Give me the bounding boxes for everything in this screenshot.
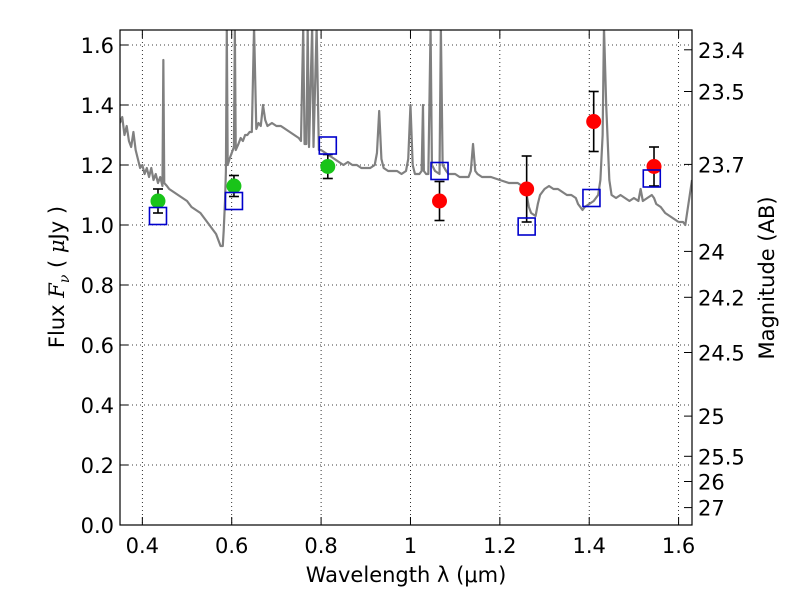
- y-axis-label-right: Magnitude (AB): [755, 196, 779, 359]
- y-tick-label: 0.2: [81, 454, 114, 478]
- observed-optical-point: [320, 159, 336, 174]
- x-tick-label: 0.6: [215, 534, 248, 558]
- magnitude-tick-label: 25: [698, 405, 725, 429]
- y-tick-label: 1.4: [81, 94, 114, 118]
- x-tick-label: 1: [404, 534, 417, 558]
- x-axis-label: Wavelength λ (μm): [306, 563, 507, 587]
- observed-nearir-point: [586, 114, 602, 129]
- y-tick-label: 0.4: [81, 394, 114, 418]
- axis-ticks: 0.4 0.6 0.8 1 1.2 1.4 1.6 0.0 0.2 0.4 0.6 0.8 1.0 1.2…: [81, 30, 745, 558]
- observed-nearir-point: [519, 181, 535, 197]
- magnitude-tick-label: 23.7: [698, 153, 745, 177]
- plot-data: [120, 30, 692, 248]
- model-photometry-square: [148, 206, 168, 226]
- model-photometry-square: [517, 217, 536, 236]
- plot-markers: [148, 90, 662, 236]
- x-tick-label: 0.4: [126, 534, 159, 558]
- y-tick-label: 0.8: [81, 274, 114, 298]
- magnitude-tick-label: 24.2: [698, 286, 745, 310]
- y-axis-label-left: Flux Fν ( μJy ): [45, 206, 73, 348]
- model-photometry-square: [582, 188, 601, 208]
- magnitude-tick-label: 26: [698, 471, 725, 495]
- y-tick-label: 1.0: [81, 214, 114, 238]
- x-tick-label: 0.8: [304, 534, 337, 558]
- x-tick-label: 1.2: [483, 534, 516, 558]
- model-photometry-square: [224, 191, 244, 211]
- model-photometry-square: [318, 136, 338, 155]
- observed-optical-point: [150, 193, 166, 209]
- y-tick-label: 1.2: [81, 154, 114, 178]
- y-tick-label: 1.6: [81, 34, 114, 58]
- model-spectrum-line: [120, 30, 692, 248]
- model-photometry-square: [430, 161, 449, 181]
- magnitude-tick-label: 27: [698, 497, 725, 521]
- observed-optical-point: [226, 178, 242, 194]
- x-tick-label: 1.4: [573, 534, 606, 558]
- plot-background: [120, 30, 692, 525]
- plot-frame: [119, 29, 693, 526]
- observed-nearir-point: [432, 193, 448, 209]
- magnitude-tick-label: 25.5: [698, 445, 745, 469]
- y-tick-label: 0.0: [81, 514, 114, 538]
- magnitude-tick-label: 24.5: [698, 342, 745, 366]
- x-tick-label: 1.6: [662, 534, 695, 558]
- magnitude-tick-label: 23.4: [698, 39, 745, 63]
- observed-nearir-point: [646, 159, 662, 174]
- y-tick-label: 0.6: [81, 334, 114, 358]
- magnitude-tick-label: 23.5: [698, 81, 745, 105]
- model-photometry-square: [642, 169, 662, 188]
- magnitude-tick-label: 24: [698, 240, 725, 264]
